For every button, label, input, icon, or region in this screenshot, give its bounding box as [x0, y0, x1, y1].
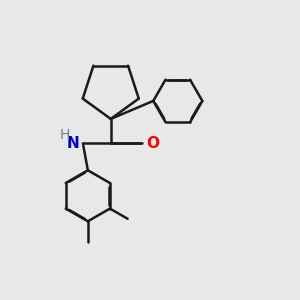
- Text: N: N: [66, 136, 79, 151]
- Text: H: H: [60, 128, 70, 142]
- Text: O: O: [147, 136, 160, 151]
